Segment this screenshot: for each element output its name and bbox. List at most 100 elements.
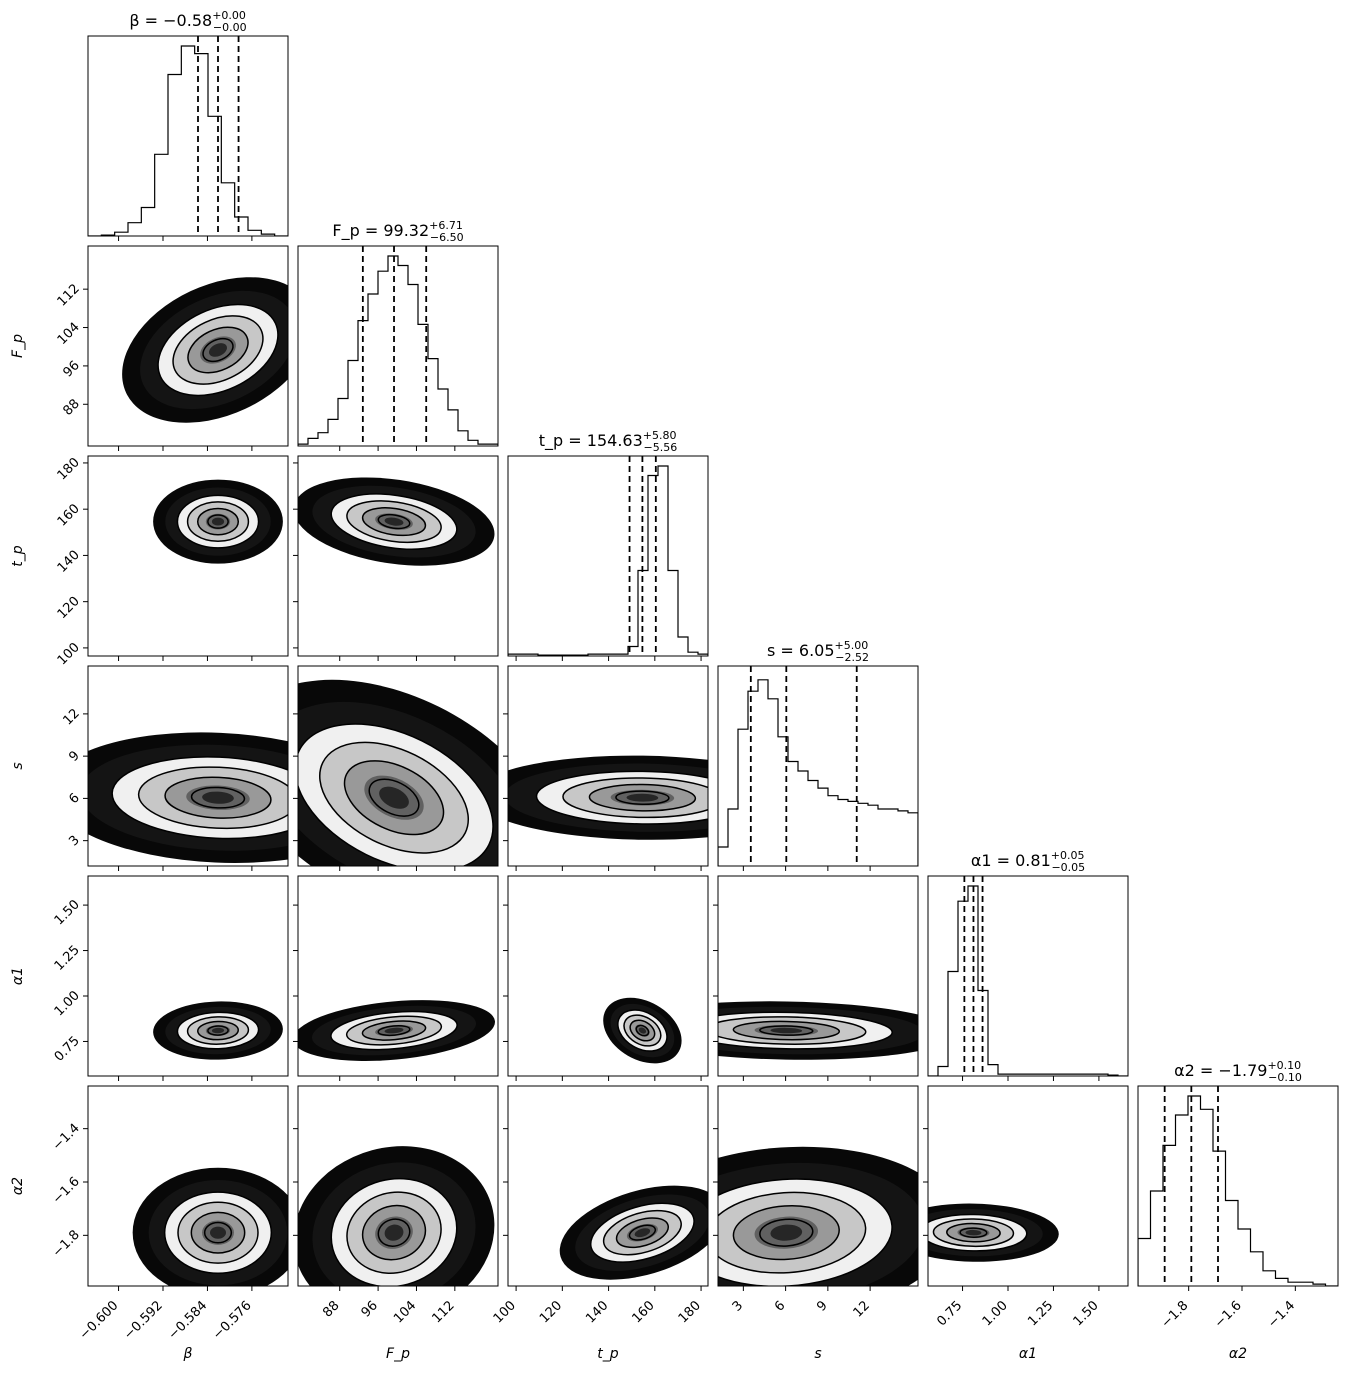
- contour-3: [207, 514, 229, 529]
- contour-1: [346, 1191, 442, 1274]
- x-tick-label: 160: [629, 1298, 657, 1326]
- x-tick-label: −0.592: [121, 1298, 166, 1343]
- contour-1: [932, 1218, 1015, 1248]
- contour-0: [163, 1191, 273, 1274]
- x-tick-label: 140: [583, 1298, 611, 1326]
- contour-1: [345, 1015, 443, 1046]
- y-tick-label: 12: [61, 706, 83, 728]
- y-tick-label: 9: [66, 748, 82, 764]
- title-sup: +5.80: [643, 429, 677, 442]
- contour-3: [368, 778, 420, 817]
- hist-panel-tp: t_p = 154.63+5.80 −5.56: [507, 429, 709, 661]
- contour-3: [759, 1025, 814, 1036]
- panel-frame: [87, 875, 289, 1077]
- y-tick-label: 0.75: [52, 1034, 83, 1065]
- title-Fp: F_p = 99.32+6.71 −6.50: [332, 219, 463, 244]
- x-tick-label: −1.4: [1265, 1298, 1298, 1331]
- y-tick-label: 112: [55, 281, 83, 309]
- y-tick-label: 104: [55, 320, 83, 348]
- density-level-6: [384, 1224, 404, 1241]
- panel-alpha1-vs-s: [713, 875, 919, 1081]
- x-tick-label: 112: [430, 1298, 458, 1326]
- x-tick-label: 3: [730, 1298, 746, 1314]
- title-beta: β = −0.58+0.00 −0.00: [129, 9, 246, 34]
- panel-frame: [1137, 1085, 1339, 1287]
- contour-2: [190, 1211, 246, 1254]
- panel-alpha1-vs-Fp: [293, 875, 499, 1081]
- title-sub: −2.52: [835, 651, 869, 664]
- panel-alpha1-vs-beta: 0.75 1.00 1.25 1.50 α1: [10, 875, 289, 1081]
- density-level-6: [626, 793, 659, 802]
- x-axis-label-s: s: [814, 1346, 821, 1362]
- contour-0: [330, 1010, 458, 1051]
- panel-frame: [507, 455, 709, 657]
- contour-2: [732, 1020, 841, 1041]
- contour-0: [330, 1177, 458, 1286]
- panel-frame: [507, 875, 709, 1077]
- x-tick-label: 100: [491, 1298, 519, 1326]
- contour-3: [377, 1025, 411, 1037]
- title-tp: t_p = 154.63+5.80 −5.56: [539, 429, 677, 454]
- contour-1: [186, 1016, 250, 1045]
- histogram-s: [718, 679, 918, 866]
- density-level-6: [638, 1027, 647, 1034]
- density-level-6: [384, 1027, 404, 1034]
- density-level-6: [211, 1027, 225, 1034]
- contour-3: [959, 1227, 988, 1238]
- panel-alpha2-vs-Fp: 88 96 104 112 F_p: [293, 1085, 499, 1362]
- title-sup: +6.71: [429, 219, 463, 232]
- title-sub: −5.56: [644, 441, 678, 454]
- contour-2: [187, 326, 249, 374]
- contour-2: [615, 1217, 669, 1249]
- panel-Fp-vs-beta: 88 96 104 112 F_p: [10, 245, 289, 451]
- x-tick-label: 1.00: [980, 1298, 1011, 1329]
- panel-alpha2-vs-tp: 100 120 140 160 180 t_p: [491, 1085, 709, 1362]
- contour-1: [562, 777, 708, 819]
- y-axis-label-s: s: [10, 762, 26, 769]
- panel-frame: [297, 455, 499, 657]
- x-axis-label-alpha2: α2: [1229, 1346, 1247, 1362]
- contour-1: [172, 315, 264, 385]
- histogram-alpha1: [928, 885, 1128, 1076]
- contour-1: [346, 500, 442, 544]
- contour-0: [176, 1011, 260, 1050]
- panel-frame: [297, 245, 499, 447]
- panel-frame: [297, 1085, 499, 1287]
- contour-1: [718, 1191, 867, 1274]
- panel-frame: [507, 665, 709, 867]
- y-tick-label: 180: [55, 455, 83, 483]
- panel-tp-vs-beta: 100 120 140 160 180 t_p: [10, 455, 289, 668]
- x-tick-label: −1.8: [1159, 1298, 1192, 1331]
- contour-2: [196, 1020, 240, 1041]
- contour-2: [361, 1204, 427, 1261]
- panel-tp-vs-Fp: [293, 455, 499, 661]
- panel-frame: [717, 665, 919, 867]
- contour-1: [602, 1209, 682, 1256]
- panel-frame: [717, 875, 919, 1077]
- density-level-6: [379, 786, 409, 809]
- x-tick-label: 9: [814, 1298, 830, 1314]
- contour-0: [111, 756, 288, 840]
- contour-3: [190, 786, 246, 809]
- contour-2: [732, 1205, 840, 1261]
- contour-0: [589, 1202, 695, 1263]
- panel-frame: [507, 1085, 709, 1287]
- hist-panel-beta: β = −0.58+0.00 −0.00: [87, 9, 289, 241]
- contour-1: [623, 1014, 662, 1047]
- contour-0: [157, 303, 279, 397]
- panel-s-vs-tp: [503, 665, 709, 871]
- y-tick-label: 3: [66, 833, 82, 849]
- y-axis-label-Fp: F_p: [10, 334, 26, 358]
- density-level-6: [384, 517, 404, 526]
- histogram-Fp: [298, 255, 498, 446]
- panel-frame: [87, 35, 289, 237]
- x-tick-label: −0.584: [166, 1298, 211, 1343]
- title-s: s = 6.05+5.00 −2.52: [767, 639, 869, 664]
- contour-2: [946, 1222, 1001, 1243]
- panel-frame: [87, 245, 289, 447]
- panel-frame: [87, 665, 289, 867]
- contour-1: [186, 501, 250, 543]
- contour-3: [615, 790, 670, 806]
- x-tick-label: 96: [359, 1298, 381, 1320]
